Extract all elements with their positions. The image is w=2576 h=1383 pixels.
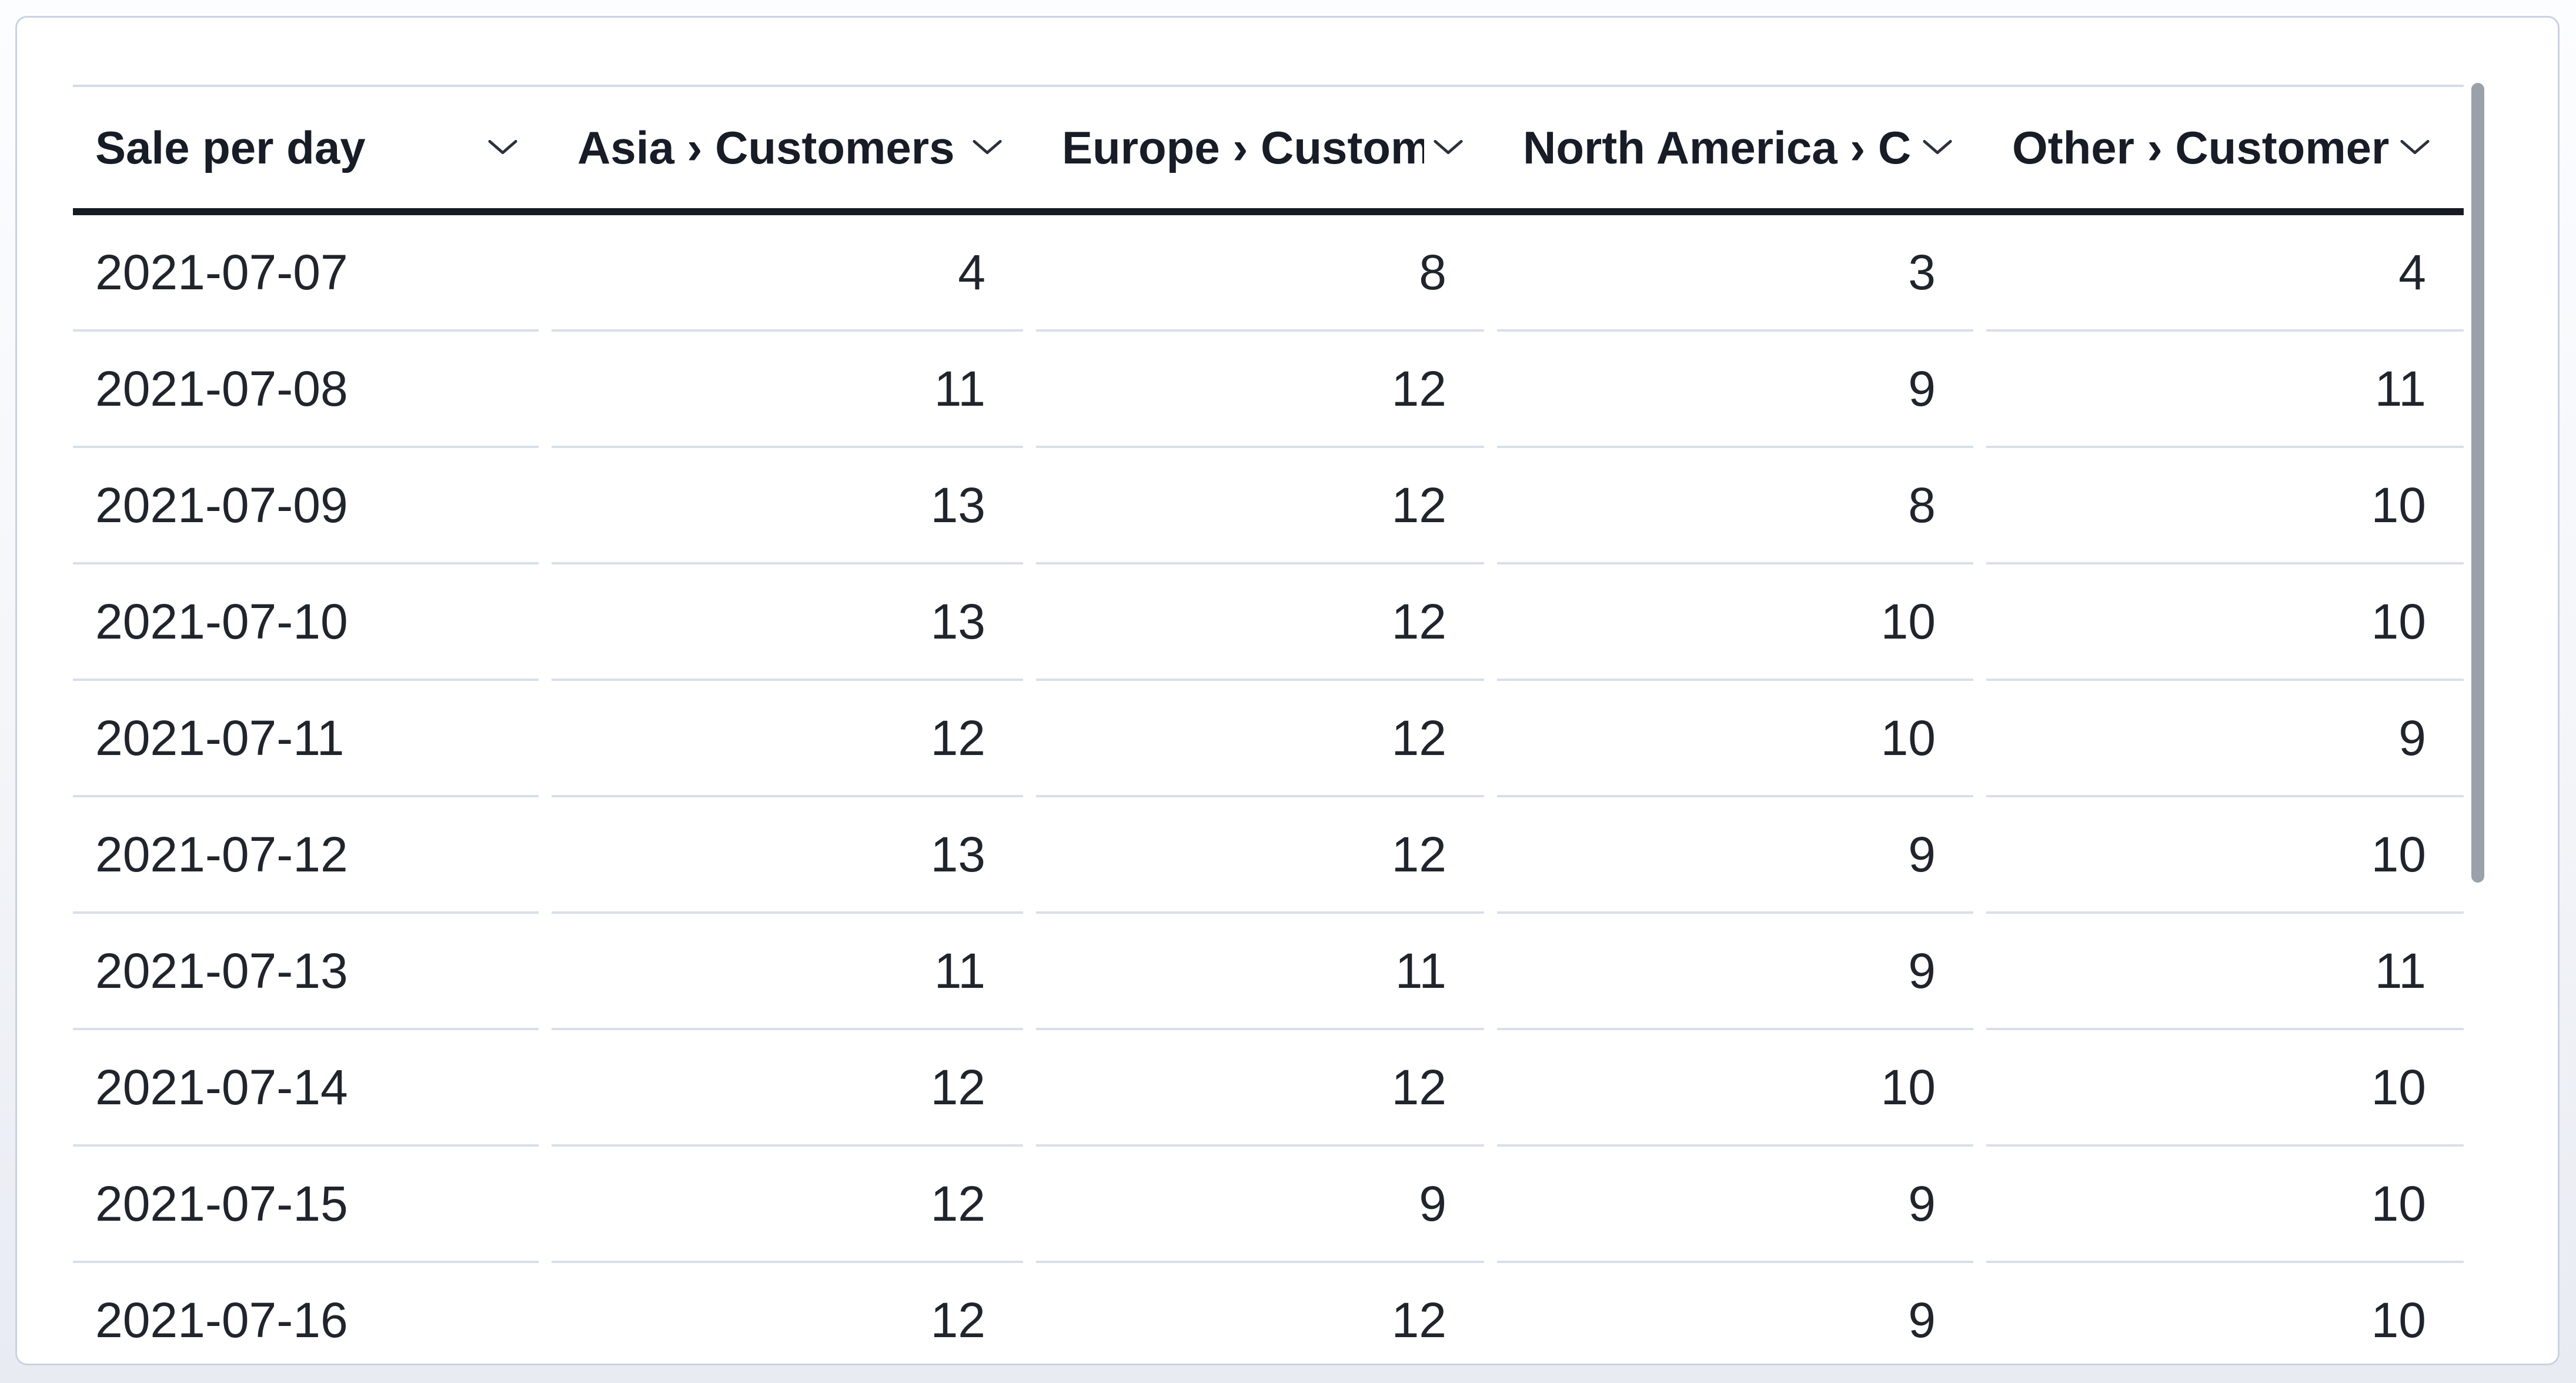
table-row: 2021-07-15 12 9 9 10 [73,1147,2464,1263]
table-cell[interactable]: 10 [1986,1147,2464,1263]
table-cell[interactable]: 12 [1036,564,1484,681]
table-cell[interactable]: 8 [1497,448,1973,564]
column-header-sale-per-day[interactable]: Sale per day [73,87,552,208]
table-header-row: Sale per day Asia › Customers Europe › Cus… [73,85,2464,215]
table-cell[interactable]: 12 [1036,797,1484,914]
table-cell[interactable]: 11 [1986,914,2464,1030]
column-header-label: North America › Customers [1523,121,1913,173]
table-cell[interactable]: 2021-07-14 [73,1030,539,1147]
chevron-down-icon[interactable] [971,139,1003,156]
table-cell[interactable]: 11 [552,914,1023,1030]
table-body: 2021-07-07 4 8 3 4 2021-07-08 11 12 9 11 2021-07-0… [73,215,2464,1364]
chevron-down-icon[interactable] [1432,139,1464,156]
table-card: Sale per day Asia › Customers Europe › Cus… [15,16,2560,1365]
table-cell[interactable]: 10 [1986,564,2464,681]
table-cell[interactable]: 2021-07-10 [73,564,539,681]
table-row: 2021-07-16 12 12 9 10 [73,1263,2464,1364]
column-header-asia-customers[interactable]: Asia › Customers [552,87,1036,208]
table-cell[interactable]: 12 [552,1263,1023,1364]
table-cell[interactable]: 3 [1497,215,1973,332]
chevron-down-icon[interactable] [1922,139,1953,156]
table-cell[interactable]: 12 [552,681,1023,797]
table-cell[interactable]: 8 [1036,215,1484,332]
table-row: 2021-07-12 13 12 9 10 [73,797,2464,914]
table-row: 2021-07-13 11 11 9 11 [73,914,2464,1030]
table-cell[interactable]: 2021-07-13 [73,914,539,1030]
table-cell[interactable]: 9 [1036,1147,1484,1263]
table-row: 2021-07-07 4 8 3 4 [73,215,2464,332]
table-cell[interactable]: 9 [1497,1263,1973,1364]
table-row: 2021-07-11 12 12 10 9 [73,681,2464,797]
column-header-north-america-customers[interactable]: North America › Customers [1497,87,1986,208]
table-cell[interactable]: 11 [552,332,1023,448]
column-header-europe-customers[interactable]: Europe › Customers [1036,87,1497,208]
table-cell[interactable]: 2021-07-09 [73,448,539,564]
table-row: 2021-07-09 13 12 8 10 [73,448,2464,564]
table-cell[interactable]: 12 [1036,332,1484,448]
vertical-scrollbar-thumb[interactable] [2471,83,2484,883]
column-header-label: Asia › Customers [577,121,955,173]
table-cell[interactable]: 13 [552,448,1023,564]
column-header-label: Sale per day [95,121,366,173]
chevron-down-icon[interactable] [2399,139,2431,156]
table-cell[interactable]: 9 [1497,1147,1973,1263]
table-cell[interactable]: 10 [1497,681,1973,797]
table-cell[interactable]: 10 [1986,448,2464,564]
column-header-other-customers[interactable]: Other › Customers [1986,87,2464,208]
chevron-down-icon[interactable] [487,139,519,156]
table-cell[interactable]: 12 [552,1030,1023,1147]
table-cell[interactable]: 11 [1986,332,2464,448]
column-header-label: Other › Customers [2012,121,2391,173]
table-cell[interactable]: 9 [1497,797,1973,914]
table-cell[interactable]: 9 [1986,681,2464,797]
sales-table: Sale per day Asia › Customers Europe › Cus… [73,85,2464,1364]
table-cell[interactable]: 2021-07-08 [73,332,539,448]
table-row: 2021-07-14 12 12 10 10 [73,1030,2464,1147]
table-cell[interactable]: 10 [1986,1263,2464,1364]
table-cell[interactable]: 13 [552,564,1023,681]
table-cell[interactable]: 12 [1036,681,1484,797]
table-cell[interactable]: 2021-07-12 [73,797,539,914]
table-cell[interactable]: 10 [1497,564,1973,681]
table-cell[interactable]: 12 [552,1147,1023,1263]
table-row: 2021-07-10 13 12 10 10 [73,564,2464,681]
table-cell[interactable]: 2021-07-07 [73,215,539,332]
table-cell[interactable]: 4 [1986,215,2464,332]
table-cell[interactable]: 12 [1036,448,1484,564]
table-cell[interactable]: 9 [1497,332,1973,448]
table-cell[interactable]: 2021-07-15 [73,1147,539,1263]
table-cell[interactable]: 10 [1986,797,2464,914]
table-cell[interactable]: 10 [1497,1030,1973,1147]
table-cell[interactable]: 13 [552,797,1023,914]
table-cell[interactable]: 12 [1036,1263,1484,1364]
table-cell[interactable]: 12 [1036,1030,1484,1147]
table-cell[interactable]: 2021-07-11 [73,681,539,797]
table-cell[interactable]: 4 [552,215,1023,332]
table-cell[interactable]: 9 [1497,914,1973,1030]
column-header-label: Europe › Customers [1062,121,1424,173]
table-cell[interactable]: 10 [1986,1030,2464,1147]
table-cell[interactable]: 2021-07-16 [73,1263,539,1364]
table-cell[interactable]: 11 [1036,914,1484,1030]
table-row: 2021-07-08 11 12 9 11 [73,332,2464,448]
